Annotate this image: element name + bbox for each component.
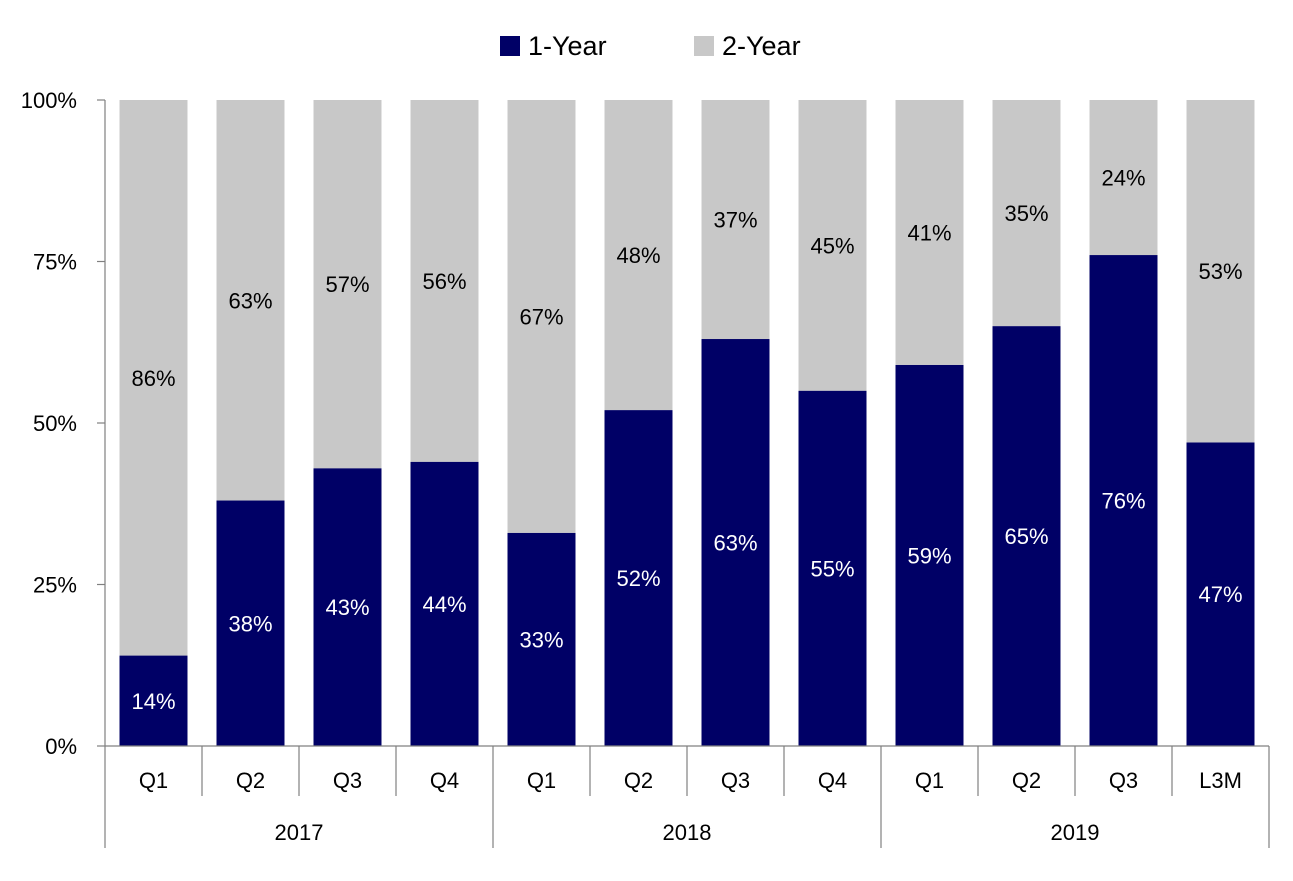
bar-2-year [895,100,964,365]
x-category-label: L3M [1199,768,1242,793]
x-category-label: Q1 [139,768,168,793]
bar-1-year [313,468,382,746]
data-label: 44% [422,592,466,617]
y-tick-label: 100% [21,88,77,113]
data-label: 35% [1004,201,1048,226]
x-category-label: Q3 [1109,768,1138,793]
data-label: 24% [1101,166,1145,191]
bar-2-year [1186,100,1255,443]
data-label: 53% [1198,259,1242,284]
bar-1-year [410,461,479,746]
x-category-label: Q3 [721,768,750,793]
data-label: 47% [1198,582,1242,607]
x-category-label: Q2 [624,768,653,793]
legend-swatch-1-year [500,36,520,56]
x-category-label: Q2 [236,768,265,793]
data-label: 59% [907,543,951,568]
data-label: 56% [422,269,466,294]
data-label: 43% [325,595,369,620]
data-label: 76% [1101,489,1145,514]
bar-1-year [604,410,673,746]
data-label: 14% [131,689,175,714]
bar-2-year [798,100,867,391]
bar-2-year [410,100,479,462]
data-label: 65% [1004,524,1048,549]
bar-2-year [992,100,1061,327]
data-label: 57% [325,272,369,297]
data-label: 41% [907,220,951,245]
data-label: 48% [616,243,660,268]
x-category-label: Q1 [915,768,944,793]
legend-label-2-year: 2-Year [722,31,801,61]
bar-1-year [895,364,964,746]
data-label: 33% [519,627,563,652]
x-group-label: 2017 [275,820,324,845]
data-label: 38% [228,611,272,636]
x-category-label: Q3 [333,768,362,793]
bar-2-year [507,100,576,533]
y-tick-label: 25% [33,573,77,598]
data-label: 55% [810,556,854,581]
legend-label-1-year: 1-Year [528,31,607,61]
bar-1-year [992,326,1061,746]
y-tick-label: 75% [33,250,77,275]
bar-1-year [701,339,770,746]
x-group-label: 2019 [1051,820,1100,845]
y-tick-label: 0% [45,734,77,759]
bar-1-year [1186,442,1255,746]
data-label: 45% [810,233,854,258]
bar-2-year [701,100,770,340]
bar-1-year [119,655,188,746]
data-label: 63% [228,288,272,313]
bar-1-year [1089,255,1158,747]
bar-2-year [313,100,382,469]
x-axis: Q1 Q2 Q3 Q4 Q1 Q2 Q3 Q4 Q1 Q2 Q3 L3M 2017 2018 2019 [104,745,1270,848]
bar-2-year [1089,100,1158,256]
y-tick-label: 50% [33,411,77,436]
data-label: 67% [519,304,563,329]
x-category-label: Q2 [1012,768,1041,793]
bar-1-year [507,532,576,746]
data-label: 52% [616,566,660,591]
bar-1-year [798,390,867,746]
bars: 14% 86% 38% 63% 43% 57% 44% 56% 33% 67% 52% 48% 63% 3… [119,100,1255,747]
y-axis: 0% 25% 50% 75% 100% [21,88,106,759]
bar-2-year [604,100,673,411]
legend: 1-Year 2-Year [500,31,801,61]
x-category-label: Q1 [527,768,556,793]
data-label: 37% [713,208,757,233]
bar-2-year [216,100,285,501]
bar-1-year [216,500,285,746]
x-group-label: 2018 [663,820,712,845]
x-category-label: Q4 [818,768,847,793]
data-label: 63% [713,531,757,556]
x-category-label: Q4 [430,768,459,793]
legend-swatch-2-year [694,36,714,56]
bar-2-year [119,100,188,656]
data-label: 86% [131,366,175,391]
